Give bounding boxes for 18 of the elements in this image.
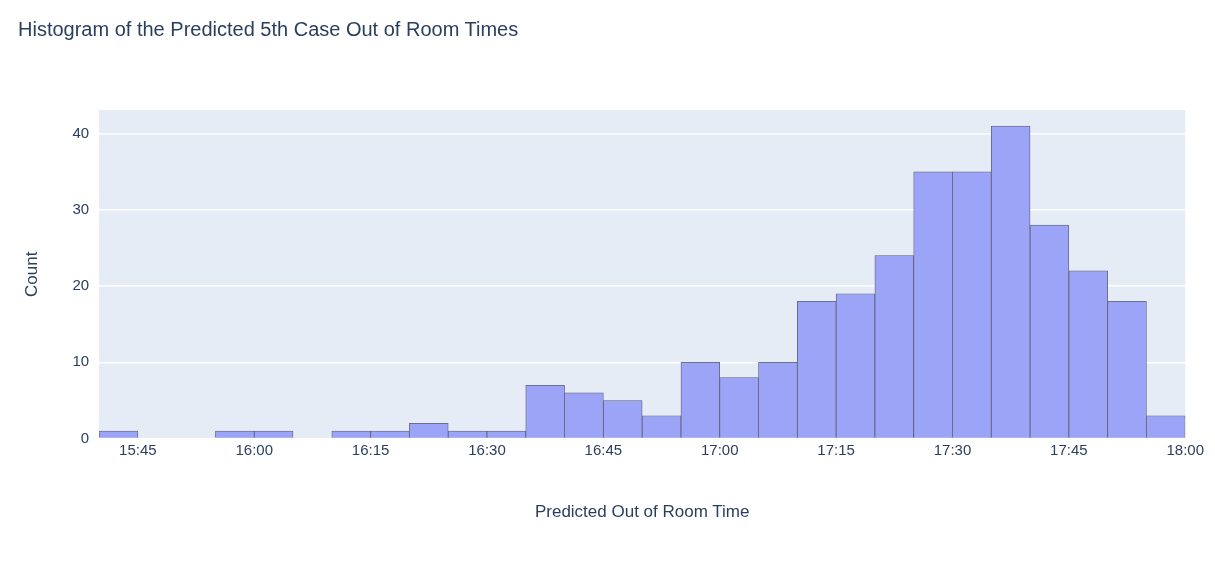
x-tick-label: 15:45 xyxy=(119,440,157,458)
x-tick-label: 16:00 xyxy=(235,440,274,458)
x-tick-label: 16:30 xyxy=(468,440,506,458)
y-tick-label: 10 xyxy=(72,352,90,370)
y-axis-title: Count xyxy=(21,251,41,297)
x-tick-label: 17:15 xyxy=(817,440,855,458)
x-tick-label: 17:45 xyxy=(1050,440,1088,458)
x-tick-label: 17:00 xyxy=(700,440,739,458)
x-tick-label: 16:45 xyxy=(584,440,623,458)
x-tick-label: 17:30 xyxy=(933,440,972,458)
y-tick-label: 30 xyxy=(72,200,90,218)
x-tick-label: 16:15 xyxy=(351,440,390,458)
chart-title: Histogram of the Predicted 5th Case Out of Room Times xyxy=(18,17,519,40)
x-axis-title: Predicted Out of Room Time xyxy=(534,502,750,522)
y-tick-label: 20 xyxy=(72,276,90,294)
x-tick-label: 18:00 xyxy=(1166,440,1205,458)
y-tick-label: 0 xyxy=(80,428,90,446)
y-tick-label: 40 xyxy=(72,123,90,141)
